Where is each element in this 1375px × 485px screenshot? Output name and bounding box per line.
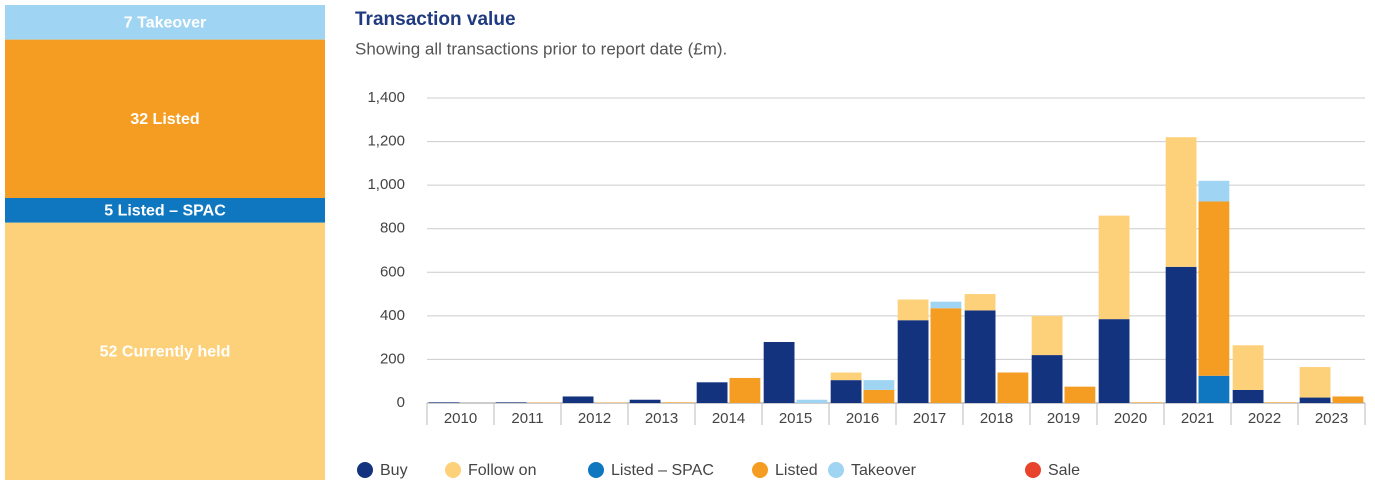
bar [1299, 367, 1331, 398]
legend-swatch [828, 462, 844, 478]
summary-block [5, 39, 325, 198]
y-tick-label: 1,200 [367, 133, 405, 150]
legend-label: Buy [380, 462, 408, 479]
chart-subtitle: Showing all transactions prior to report… [355, 39, 727, 58]
summary-block [5, 5, 325, 40]
legend-label: Takeover [851, 462, 917, 479]
x-tick-label: 2018 [980, 410, 1013, 427]
x-tick-label: 2016 [846, 410, 879, 427]
legend-label: Sale [1048, 462, 1080, 479]
y-tick-label: 1,400 [367, 89, 405, 106]
bar [729, 377, 761, 403]
summary-label: 32 Listed [130, 111, 199, 128]
y-tick-label: 600 [380, 263, 405, 280]
bar [629, 399, 661, 403]
legend-swatch [588, 462, 604, 478]
x-tick-label: 2021 [1181, 410, 1214, 427]
legend-swatch [357, 462, 373, 478]
bar [830, 372, 862, 381]
bar [1031, 315, 1063, 356]
x-tick-label: 2013 [645, 410, 678, 427]
bar [1165, 137, 1197, 267]
bar [1165, 266, 1197, 403]
bar [1299, 397, 1331, 403]
x-tick-label: 2023 [1315, 410, 1348, 427]
bar [1064, 386, 1096, 403]
legend-label: Listed – SPAC [611, 462, 714, 479]
bar [897, 299, 929, 321]
bar [428, 402, 460, 403]
bar [1198, 201, 1230, 376]
summary-label: 52 Currently held [100, 344, 231, 361]
y-tick-label: 800 [380, 220, 405, 237]
x-tick-label: 2020 [1114, 410, 1147, 427]
bar [863, 389, 895, 403]
bar [930, 301, 962, 309]
bar [1131, 402, 1163, 403]
x-tick-label: 2012 [578, 410, 611, 427]
legend-label: Follow on [468, 462, 536, 479]
bar [696, 382, 728, 403]
bar [796, 399, 828, 403]
bar [1265, 402, 1297, 403]
y-tick-label: 0 [397, 394, 405, 411]
x-tick-label: 2011 [511, 410, 543, 427]
chart-title: Transaction value [355, 9, 516, 30]
bar [662, 402, 694, 403]
bar [1198, 375, 1230, 403]
legend-label: Listed [775, 462, 818, 479]
bar [1332, 396, 1364, 403]
x-tick-label: 2022 [1248, 410, 1281, 427]
x-tick-label: 2010 [444, 410, 477, 427]
legend-swatch [445, 462, 461, 478]
bar [964, 310, 996, 403]
bar [1098, 319, 1130, 403]
y-tick-label: 200 [380, 350, 405, 367]
x-tick-label: 2015 [779, 410, 812, 427]
bar [863, 380, 895, 390]
bar [1031, 355, 1063, 403]
bar [1198, 180, 1230, 202]
y-tick-label: 400 [380, 307, 405, 324]
x-tick-label: 2017 [913, 410, 946, 427]
x-tick-label: 2014 [712, 410, 745, 427]
bar [1232, 345, 1264, 390]
bar [930, 308, 962, 403]
summary-block [5, 222, 325, 481]
summary-label: 5 Listed – SPAC [104, 203, 226, 220]
y-tick-label: 1,000 [367, 176, 405, 193]
bar [830, 380, 862, 403]
legend-swatch [752, 462, 768, 478]
bar [1098, 215, 1130, 320]
summary-block [5, 197, 325, 223]
bar [897, 320, 929, 403]
bar [562, 396, 594, 403]
bar [1232, 389, 1264, 403]
bar [763, 342, 795, 403]
summary-label: 7 Takeover [124, 15, 206, 32]
bar [495, 402, 527, 403]
bar [997, 372, 1029, 403]
x-tick-label: 2019 [1047, 410, 1080, 427]
bar [964, 294, 996, 311]
legend-swatch [1025, 462, 1041, 478]
